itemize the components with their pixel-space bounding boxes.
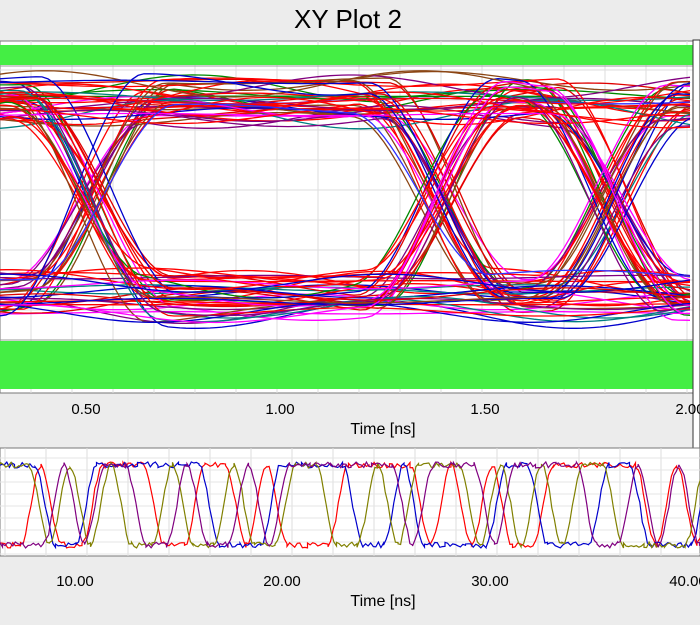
- waveform-trace: [0, 70, 691, 300]
- waveform-trace: [0, 273, 691, 293]
- waveform-trace: [0, 96, 691, 301]
- x-axis-label: Time [ns]: [350, 593, 415, 610]
- waveform-trace: [0, 103, 691, 281]
- x-tick-label: 10.00: [56, 573, 94, 590]
- waveform-trace: [0, 74, 691, 277]
- mask-top: [0, 45, 693, 65]
- x-tick-label: 2.00: [675, 401, 700, 418]
- waveform-trace: [0, 105, 691, 288]
- waveform-trace: [0, 104, 691, 283]
- waveform-trace: [0, 109, 691, 308]
- waveform-trace: [0, 80, 691, 296]
- waveform-trace: [0, 94, 691, 299]
- x-tick-label: 40.00: [669, 573, 700, 590]
- waveform-trace: [0, 107, 691, 289]
- waveform-trace: [0, 79, 691, 285]
- waveform-trace: [0, 96, 691, 126]
- plot-title: XY Plot 2: [294, 4, 402, 34]
- x-tick-label: 1.50: [470, 401, 499, 418]
- x-tick-label: 1.00: [265, 401, 294, 418]
- waveform-trace: [0, 80, 691, 279]
- waveform-trace: [0, 88, 691, 100]
- waveform-trace: [0, 77, 691, 310]
- waveform-trace: [0, 79, 691, 294]
- waveform-trace: [0, 106, 691, 304]
- waveform-trace: [0, 91, 691, 282]
- x-tick-label: 20.00: [263, 573, 301, 590]
- wave-traces: [0, 460, 700, 550]
- waveform-trace: [0, 89, 691, 291]
- waveform-trace: [0, 96, 691, 312]
- waveform-trace: [0, 80, 691, 324]
- waveform-trace: [0, 84, 691, 290]
- mask-bottom: [0, 341, 693, 389]
- waveform-trace: [0, 95, 691, 317]
- waveform-trace: [0, 97, 691, 284]
- legend-panel-edge: [692, 39, 700, 501]
- waveform-trace: [0, 460, 700, 550]
- x-tick-label: 30.00: [471, 573, 509, 590]
- waveform-trace: [0, 107, 691, 125]
- waveform-trace: [0, 109, 691, 291]
- waveform-trace: [0, 73, 691, 317]
- waveform-trace: [0, 101, 691, 321]
- waveform-trace: [0, 112, 691, 281]
- eye-traces: [0, 70, 691, 329]
- waveform-trace: [0, 461, 700, 550]
- x-tick-label: 0.50: [71, 401, 100, 418]
- x-axis-label: Time [ns]: [350, 421, 415, 438]
